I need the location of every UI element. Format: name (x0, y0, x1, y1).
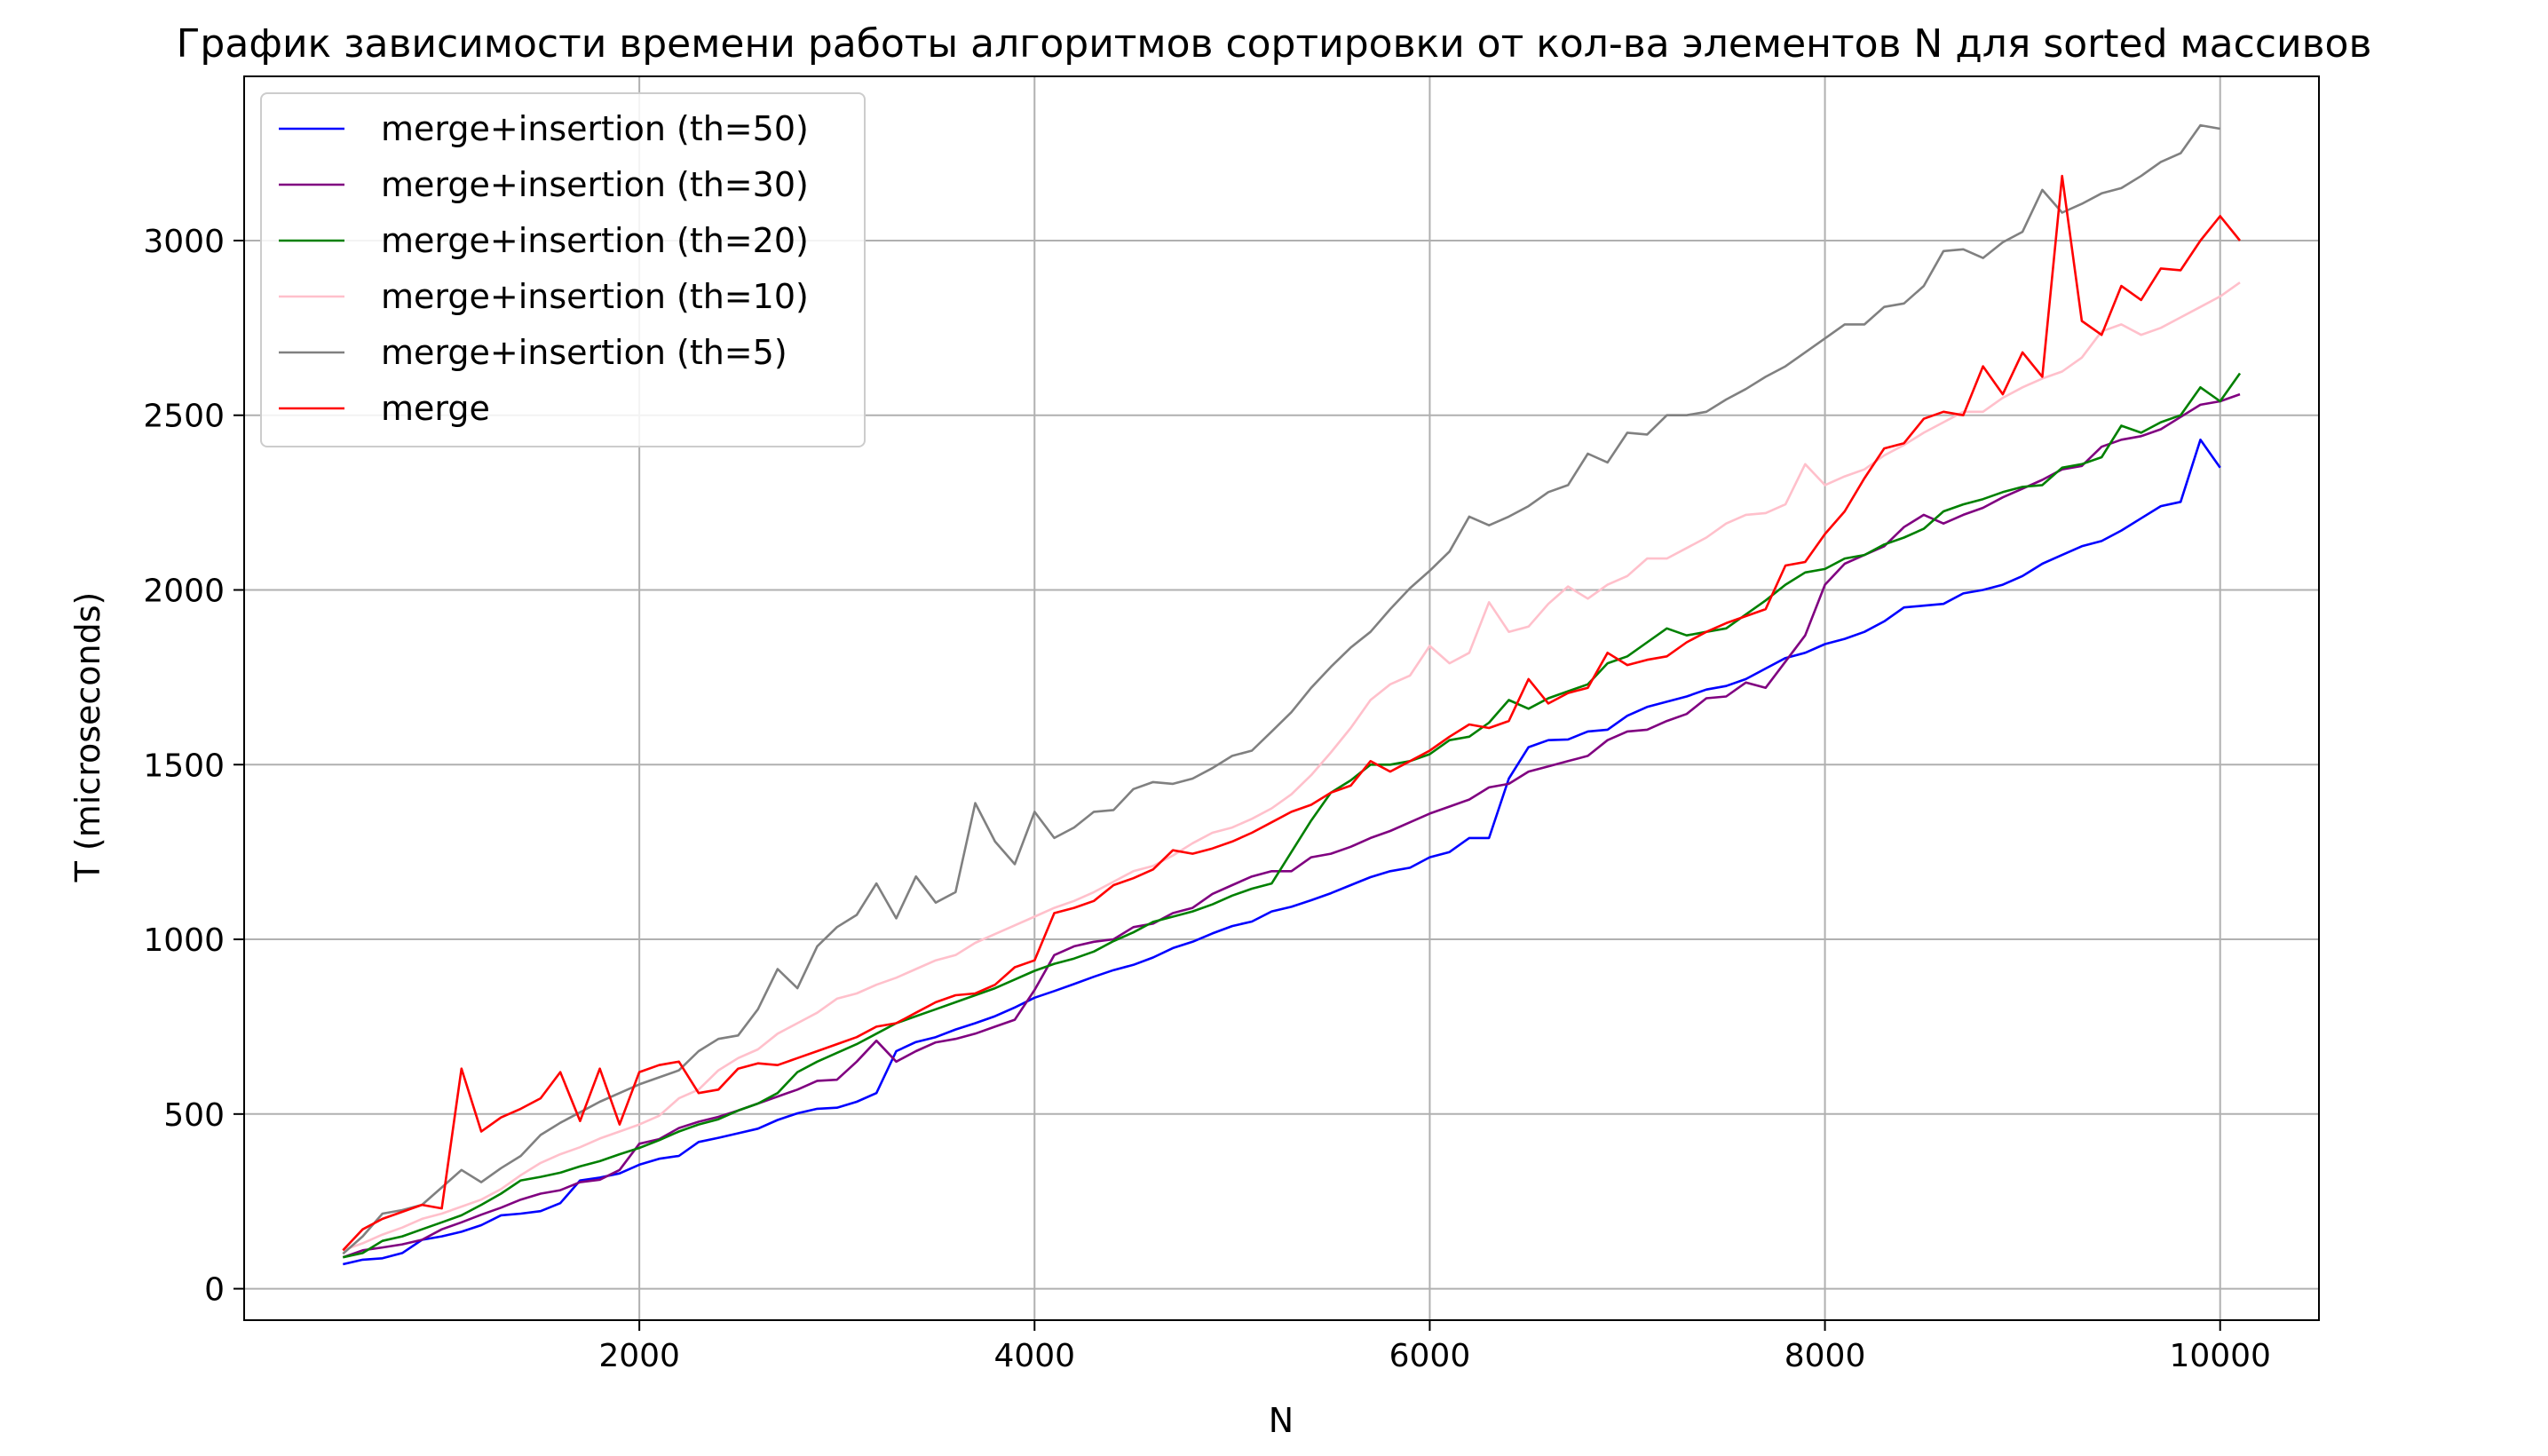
series-line-4 (342, 281, 2241, 1252)
y-axis-label: T (microseconds) (68, 592, 107, 883)
y-tick-label: 1000 (143, 922, 225, 959)
plot-frame (243, 75, 2320, 1321)
y-tick-label: 2000 (143, 574, 225, 610)
series-line-5 (342, 123, 2220, 1255)
series-line-1 (343, 438, 2221, 1266)
x-tick-label: 4000 (993, 1338, 1075, 1374)
legend-label: merge+insertion (th=20) (381, 221, 809, 260)
x-tick-label: 8000 (1784, 1338, 1866, 1374)
y-tick-label: 0 (204, 1272, 225, 1309)
x-tick-label: 6000 (1389, 1338, 1471, 1374)
legend-label: merge (381, 389, 490, 428)
x-tick-label: 10000 (2169, 1338, 2271, 1374)
legend: merge+insertion (th=50) merge+insertion (… (260, 92, 866, 447)
x-axis-label: N (1269, 1401, 1294, 1440)
y-tick-label: 3000 (143, 224, 225, 260)
series-line-3 (343, 372, 2242, 1259)
legend-box (260, 92, 866, 447)
y-tick-label: 1500 (143, 748, 225, 784)
series-lines (342, 123, 2242, 1266)
legend-label: merge+insertion (th=10) (381, 277, 809, 316)
series-line-6 (342, 174, 2242, 1252)
axis-ticks: 2000 4000 6000 8000 10000 0 500 1000 1500 2000 250… (143, 224, 2271, 1374)
y-tick-label: 500 (163, 1097, 225, 1134)
legend-label: merge+insertion (th=50) (381, 109, 809, 148)
legend-label: merge+insertion (th=5) (381, 333, 787, 372)
x-tick-label: 2000 (598, 1338, 680, 1374)
grid (244, 76, 2319, 1320)
chart-title: График зависимости времени работы алгори… (177, 21, 2372, 67)
legend-label: merge+insertion (th=30) (381, 165, 809, 204)
y-tick-label: 2500 (143, 399, 225, 435)
